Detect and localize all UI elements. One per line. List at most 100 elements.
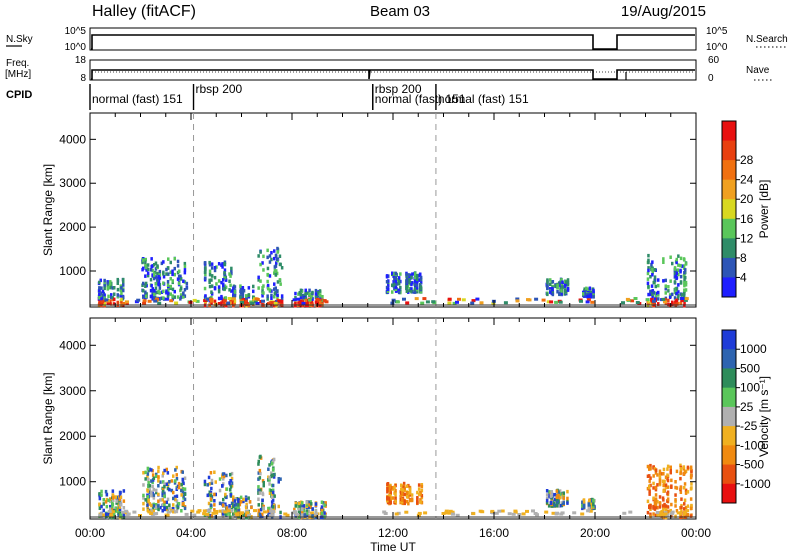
echo-cell bbox=[210, 278, 213, 282]
echo-cell bbox=[168, 506, 171, 510]
echo-cell bbox=[400, 483, 403, 487]
echo-cell bbox=[144, 257, 147, 262]
echo-cell bbox=[308, 513, 311, 518]
echo-cell bbox=[276, 250, 279, 254]
echo-cell bbox=[402, 481, 406, 486]
echo-cell bbox=[109, 302, 112, 306]
echo-cell bbox=[242, 499, 245, 504]
echo-cell bbox=[213, 268, 217, 273]
echo-cell bbox=[675, 509, 679, 513]
echo-cell bbox=[647, 266, 650, 270]
echo-cell bbox=[655, 511, 660, 514]
echo-cell bbox=[171, 294, 174, 298]
echo-cell bbox=[233, 285, 237, 289]
echo-cell bbox=[415, 286, 419, 290]
echo-cell bbox=[306, 298, 309, 303]
echo-cell bbox=[647, 285, 650, 289]
echo-cell bbox=[303, 513, 307, 517]
echo-cell bbox=[208, 263, 212, 267]
echo-cell bbox=[457, 297, 461, 301]
echo-cell bbox=[658, 495, 662, 499]
echo-cell bbox=[152, 504, 156, 508]
echo-cell bbox=[507, 512, 512, 516]
echo-cell bbox=[417, 511, 422, 515]
echo-cell bbox=[213, 470, 216, 474]
echo-cell bbox=[551, 292, 555, 297]
echo-cell bbox=[391, 290, 394, 294]
echo-cell bbox=[307, 298, 312, 302]
echo-cell bbox=[683, 502, 686, 506]
echo-cell bbox=[649, 463, 652, 468]
nsky-label: N.Sky bbox=[6, 34, 33, 45]
echo-cell bbox=[171, 269, 174, 273]
echo-cell bbox=[586, 293, 589, 297]
echo-cell bbox=[277, 504, 280, 509]
echo-cell bbox=[587, 506, 590, 511]
echo-cell bbox=[475, 297, 480, 301]
echo-cell bbox=[305, 503, 309, 507]
echo-cell bbox=[273, 265, 277, 269]
echo-cell bbox=[213, 508, 216, 512]
echo-cell bbox=[205, 297, 210, 301]
echo-cell bbox=[114, 506, 117, 510]
echo-cell bbox=[661, 479, 665, 483]
echo-cell bbox=[549, 300, 554, 304]
echo-cell bbox=[182, 496, 185, 500]
echo-cell bbox=[545, 493, 549, 497]
echo-cell bbox=[684, 283, 688, 287]
echo-cell bbox=[311, 514, 314, 518]
echo-cell bbox=[102, 502, 105, 506]
echo-cell bbox=[689, 475, 693, 480]
echo-cell bbox=[667, 285, 670, 289]
echo-cell bbox=[221, 484, 224, 488]
echo-cell bbox=[656, 473, 659, 477]
echo-cell bbox=[648, 504, 651, 508]
echo-cell bbox=[227, 297, 232, 300]
echo-cell bbox=[679, 490, 683, 494]
echo-cell bbox=[241, 286, 245, 290]
echo-cell bbox=[648, 466, 651, 470]
echo-cell bbox=[116, 293, 119, 297]
echo-cell bbox=[276, 246, 279, 251]
echo-cell bbox=[164, 297, 169, 301]
echo-cell bbox=[291, 511, 296, 515]
echo-cell bbox=[386, 499, 389, 503]
colorbar-segment bbox=[722, 368, 736, 389]
echo-cell bbox=[563, 288, 566, 293]
echo-cell bbox=[149, 278, 153, 282]
echo-cell bbox=[119, 495, 123, 499]
echo-cell bbox=[646, 474, 650, 478]
colorbar-segment bbox=[722, 140, 736, 161]
echo-cell bbox=[386, 287, 390, 291]
echo-cell bbox=[234, 512, 239, 516]
echo-cell bbox=[397, 276, 401, 280]
echo-cell bbox=[684, 491, 688, 495]
echo-cell bbox=[666, 505, 670, 509]
echo-cell bbox=[221, 472, 225, 476]
echo-cell bbox=[147, 477, 150, 482]
echo-cell bbox=[169, 292, 172, 296]
echo-cell bbox=[680, 503, 683, 508]
echo-cell bbox=[110, 293, 113, 297]
echo-cell bbox=[677, 290, 680, 294]
echo-cell bbox=[673, 296, 677, 300]
echo-cell bbox=[544, 510, 549, 514]
echo-cell bbox=[228, 509, 233, 512]
echo-cell bbox=[662, 505, 665, 509]
echo-cell bbox=[117, 514, 120, 518]
echo-cell bbox=[268, 506, 272, 511]
echo-cell bbox=[203, 482, 207, 487]
echo-cell bbox=[271, 467, 275, 472]
nave-tick-bottom: 0 bbox=[708, 73, 714, 84]
echo-cell bbox=[161, 509, 164, 513]
echo-cell bbox=[654, 498, 658, 503]
echo-cell bbox=[146, 474, 149, 479]
echo-cell bbox=[119, 511, 123, 515]
echo-cell bbox=[228, 510, 231, 515]
echo-cell bbox=[183, 506, 187, 511]
echo-cell bbox=[660, 514, 663, 518]
echo-cell bbox=[257, 278, 260, 282]
echo-cell bbox=[144, 284, 147, 288]
echo-cell bbox=[651, 270, 654, 274]
echo-cell bbox=[652, 280, 655, 285]
